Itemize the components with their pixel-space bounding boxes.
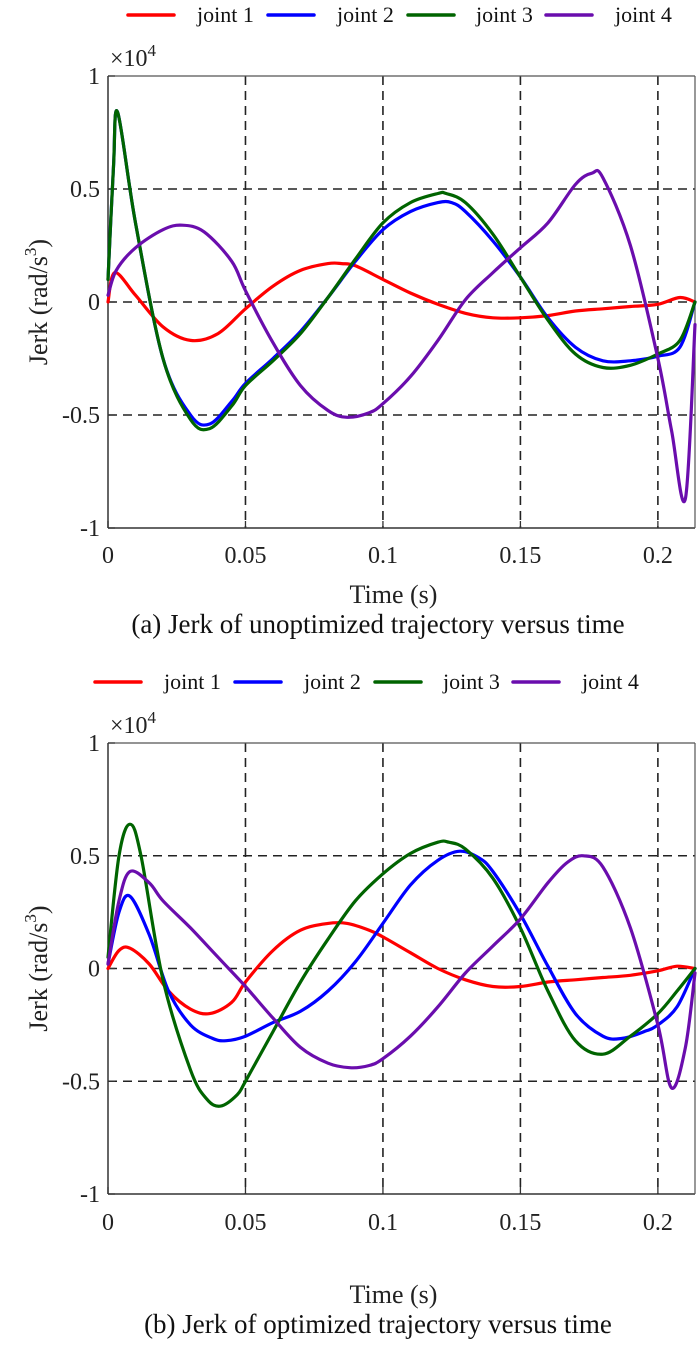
y-axis-title: Jerk (rad/s3) — [21, 905, 53, 1031]
y-multiplier: ×104 — [110, 708, 157, 739]
x-tick-label: 0.1 — [368, 543, 398, 569]
series-line-joint-3 — [106, 109, 697, 432]
legend-label-joint-4: joint 4 — [614, 2, 672, 27]
y-axis-title-text: Jerk (rad/s — [24, 256, 53, 365]
y-tick-label: 0 — [88, 957, 100, 983]
legend: joint 1 joint 2 joint 3 joint 4 — [93, 669, 639, 694]
grid — [108, 76, 695, 528]
series-line-joint-3 — [106, 822, 697, 1108]
grid — [108, 743, 695, 1194]
chart-caption: (a) Jerk of unoptimized trajectory versu… — [131, 609, 624, 639]
y-multiplier-base: ×10 — [110, 46, 148, 72]
y-tick-label: -0.5 — [62, 403, 100, 429]
x-tick-label: 0.15 — [499, 1210, 541, 1236]
x-tick-label: 0.05 — [224, 1210, 266, 1236]
y-tick-label: 1 — [88, 64, 100, 90]
series-group — [106, 109, 697, 504]
legend-label-joint-4: joint 4 — [581, 669, 639, 694]
y-multiplier-exponent: 4 — [148, 41, 157, 60]
y-tick-label: -0.5 — [62, 1069, 100, 1095]
y-axis-title-close: ) — [24, 239, 53, 248]
x-tick-label: 0 — [102, 543, 114, 569]
y-multiplier: ×104 — [110, 41, 157, 72]
series-line-joint-1 — [106, 920, 697, 1016]
x-tick-label: 0.2 — [643, 543, 673, 569]
series-line-joint-2 — [106, 109, 697, 427]
legend-label-joint-3: joint 3 — [475, 2, 533, 27]
x-axis-title: Time (s) — [350, 1280, 438, 1309]
y-axis-title-text: Jerk (rad/s — [24, 923, 53, 1032]
x-axis-title: Time (s) — [350, 580, 438, 609]
series-group — [106, 822, 697, 1108]
y-tick-label: 0 — [88, 290, 100, 316]
y-axis-title: Jerk (rad/s3) — [21, 239, 53, 365]
chart-a: joint 1 joint 2 joint 3 joint 4 0 0.05 0.1 0.15… — [21, 2, 697, 639]
chart-caption: (b) Jerk of optimized trajectory versus … — [144, 1309, 612, 1339]
x-tick-label: 0.1 — [368, 1210, 398, 1236]
legend-label-joint-2: joint 2 — [303, 669, 361, 694]
series-line-joint-2 — [106, 849, 697, 1043]
y-tick-label: 0.5 — [70, 844, 100, 870]
legend-label-joint-1: joint 1 — [163, 669, 221, 694]
y-axis-title-sup: 3 — [21, 914, 40, 923]
x-tick-label: 0.05 — [224, 543, 266, 569]
y-multiplier-base: ×10 — [110, 713, 148, 739]
y-tick-label: 0.5 — [70, 177, 100, 203]
y-tick-label: 1 — [88, 731, 100, 757]
legend-label-joint-1: joint 1 — [196, 2, 254, 27]
y-axis-title-close: ) — [24, 905, 53, 914]
y-tick-label: -1 — [80, 1182, 100, 1208]
legend: joint 1 joint 2 joint 3 joint 4 — [126, 2, 672, 27]
legend-label-joint-2: joint 2 — [336, 2, 394, 27]
y-multiplier-exponent: 4 — [148, 708, 157, 727]
x-tick-label: 0.15 — [499, 543, 541, 569]
y-tick-label: -1 — [80, 516, 100, 542]
series-line-joint-4 — [106, 168, 697, 504]
x-tick-label: 0 — [102, 1210, 114, 1236]
legend-label-joint-3: joint 3 — [442, 669, 500, 694]
chart-b: joint 1 joint 2 joint 3 joint 4 0 0.05 0.1 0.15… — [21, 669, 697, 1339]
series-line-joint-1 — [106, 261, 697, 343]
y-axis-title-sup: 3 — [21, 248, 40, 257]
x-tick-label: 0.2 — [643, 1210, 673, 1236]
series-line-joint-4 — [106, 854, 697, 1090]
